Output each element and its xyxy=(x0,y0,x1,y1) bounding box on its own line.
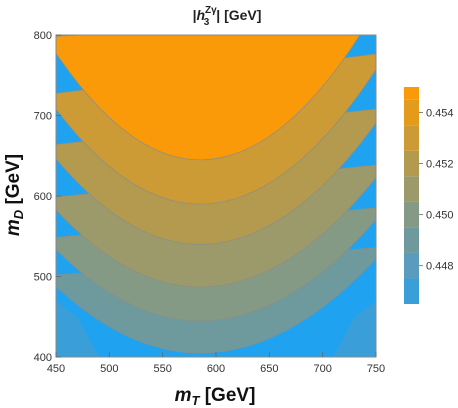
y-axis-title: mD [GeV] xyxy=(3,154,26,236)
x-tick-label: 450 xyxy=(47,363,65,375)
x-tick-label: 550 xyxy=(153,363,171,375)
colorbar-tick-label: 0.454 xyxy=(426,108,454,120)
contour-band-corner-0 xyxy=(56,300,99,357)
colorbar-segment xyxy=(404,99,419,126)
x-axis: 450 500 550 600 650 700 750 xyxy=(47,352,385,375)
colorbar-segment xyxy=(404,125,419,151)
x-axis-title: mT [GeV] xyxy=(175,385,256,408)
colorbar-tick-label: 0.452 xyxy=(426,159,454,171)
plot-area xyxy=(56,35,376,357)
contour-band-6 xyxy=(56,35,361,161)
colorbar-segment xyxy=(404,87,419,100)
colorbar-segment xyxy=(404,176,419,202)
contour-band-corner-1 xyxy=(333,300,376,357)
x-tick-label: 500 xyxy=(100,363,118,375)
colorbar-segment xyxy=(404,252,419,279)
colorbar-segment xyxy=(404,227,419,253)
y-tick-label: 400 xyxy=(34,352,52,364)
x-tick-label: 650 xyxy=(260,363,278,375)
colorbar-segment xyxy=(404,278,419,304)
y-axis: 400 500 600 700 800 xyxy=(34,30,61,364)
colorbar-tick-label: 0.450 xyxy=(426,210,454,222)
chart-title: |hZγ 3 | [GeV] xyxy=(193,5,262,28)
colorbar-segment xyxy=(404,150,419,177)
colorbar: 0.448 0.450 0.452 0.454 xyxy=(404,87,454,304)
y-tick-label: 800 xyxy=(34,30,52,42)
y-tick-label: 600 xyxy=(34,191,52,203)
x-tick-label: 600 xyxy=(207,363,225,375)
x-tick-label: 700 xyxy=(313,363,331,375)
colorbar-segment xyxy=(404,201,419,228)
y-tick-label: 500 xyxy=(34,272,52,284)
svg-text:mT [GeV]: mT [GeV] xyxy=(175,385,256,408)
x-tick-label: 750 xyxy=(367,363,385,375)
y-tick-label: 700 xyxy=(34,111,52,123)
colorbar-tick-label: 0.448 xyxy=(426,261,454,273)
svg-text:mD [GeV]: mD [GeV] xyxy=(3,154,26,236)
